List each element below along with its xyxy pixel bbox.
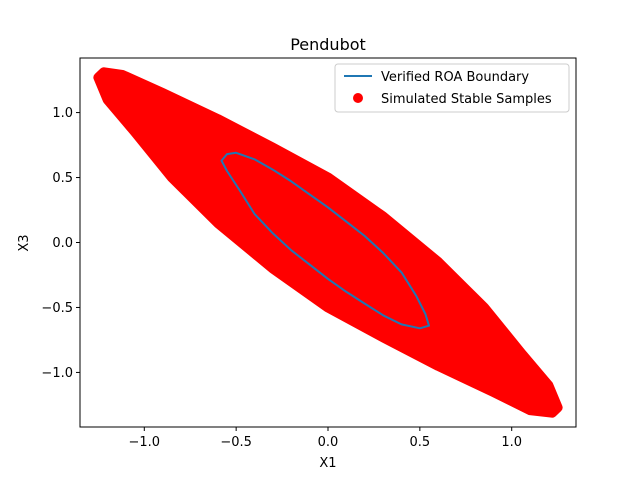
legend-frame <box>334 63 570 113</box>
sample-point <box>212 153 223 163</box>
y-tick-label: 1.0 <box>52 106 73 121</box>
y-tick-label: −1.0 <box>41 366 73 381</box>
plot-area <box>93 67 563 418</box>
sample-point <box>194 136 205 147</box>
roa-boundary-line <box>220 151 430 330</box>
verified-roa-boundary <box>220 151 430 330</box>
y-axis-ticks: −1.0 −0.5 0.0 0.5 1.0 <box>41 106 80 381</box>
legend: Verified ROA Boundary Simulated Stable S… <box>334 63 570 113</box>
sample-point <box>525 393 536 404</box>
x-tick-label: −0.5 <box>220 435 252 450</box>
sample-point <box>451 338 462 349</box>
y-axis-label: X3 <box>17 234 32 251</box>
sample-point <box>231 169 242 180</box>
x-axis-label: X1 <box>319 456 336 471</box>
chart-title: Pendubot <box>290 35 366 54</box>
x-tick-label: 0.0 <box>318 435 339 450</box>
legend-dot-swatch <box>353 93 363 103</box>
sample-point <box>157 110 168 121</box>
sample-point <box>120 81 131 92</box>
sample-point <box>543 405 554 416</box>
sample-point <box>139 97 150 108</box>
sample-point <box>433 322 444 332</box>
sample-point <box>378 276 389 287</box>
x-tick-label: 1.0 <box>501 435 522 450</box>
x-tick-label: −1.0 <box>129 435 161 450</box>
sample-point <box>286 211 297 222</box>
sample-point <box>506 377 517 388</box>
simulated-stable-samples <box>93 67 563 418</box>
y-tick-label: 0.0 <box>52 236 73 251</box>
sample-point <box>396 289 407 300</box>
legend-label-samples: Simulated Stable Samples <box>381 92 552 107</box>
y-tick-label: −0.5 <box>41 301 73 316</box>
sample-point <box>470 351 480 362</box>
legend-label-boundary: Verified ROA Boundary <box>381 70 529 85</box>
sample-point <box>341 250 352 261</box>
sample-point <box>488 364 499 375</box>
sample-point <box>249 185 260 196</box>
sample-point <box>176 123 186 134</box>
sample-point <box>267 198 278 209</box>
sample-point <box>359 263 370 274</box>
sample-point <box>102 69 113 80</box>
sample-point <box>323 237 333 248</box>
x-axis-ticks: −1.0 −0.5 0.0 0.5 1.0 <box>129 427 522 450</box>
sample-point <box>304 224 315 235</box>
x-tick-label: 0.5 <box>410 435 431 450</box>
y-tick-label: 0.5 <box>52 171 73 186</box>
